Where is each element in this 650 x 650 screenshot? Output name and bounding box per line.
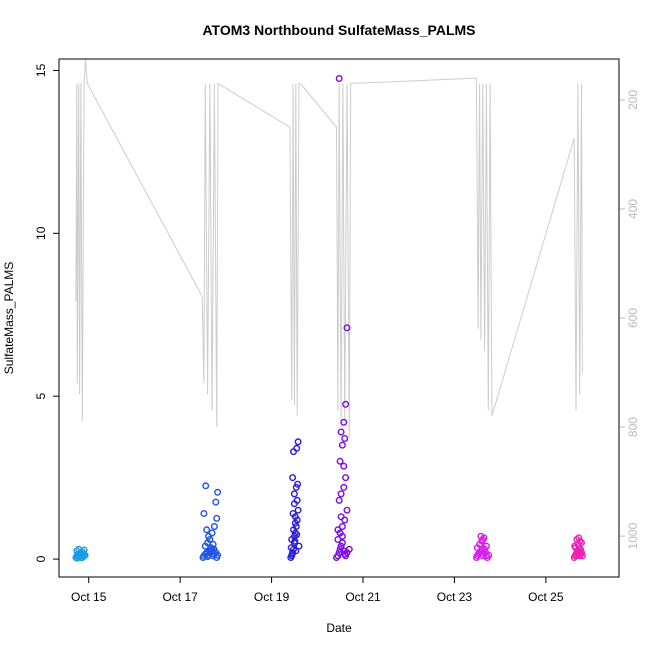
data-point bbox=[335, 496, 343, 504]
data-point bbox=[294, 506, 302, 514]
data-point bbox=[210, 545, 218, 553]
data-point bbox=[573, 551, 581, 559]
x-tick-label: Oct 15 bbox=[71, 590, 107, 604]
data-point bbox=[200, 510, 208, 518]
data-point bbox=[337, 513, 345, 521]
data-point bbox=[294, 438, 302, 446]
data-point bbox=[293, 444, 301, 452]
data-point bbox=[340, 483, 348, 491]
data-point bbox=[203, 526, 211, 534]
y2-tick-label: 800 bbox=[626, 417, 640, 437]
x-tick-label: Oct 17 bbox=[162, 590, 198, 604]
series-oct-25-flight bbox=[570, 534, 586, 562]
x-axis-label: Date bbox=[326, 621, 352, 635]
data-point bbox=[338, 441, 346, 449]
data-point bbox=[214, 551, 222, 559]
y-tick-label: 15 bbox=[34, 63, 48, 77]
y2-tick-label: 600 bbox=[626, 308, 640, 328]
y2-tick-label: 400 bbox=[626, 199, 640, 219]
data-point bbox=[343, 324, 351, 332]
data-point bbox=[287, 544, 295, 552]
data-point bbox=[290, 490, 298, 498]
data-point bbox=[212, 498, 220, 506]
series-oct-23-flight bbox=[472, 532, 493, 562]
data-point bbox=[337, 490, 345, 498]
data-point bbox=[341, 435, 349, 443]
y2-tick-label: 1000 bbox=[626, 522, 640, 549]
x-tick-label: Oct 23 bbox=[437, 590, 473, 604]
data-point bbox=[334, 552, 342, 560]
data-point bbox=[291, 519, 299, 527]
data-point bbox=[293, 531, 301, 539]
data-point bbox=[485, 551, 493, 559]
y2-tick-label: 200 bbox=[626, 90, 640, 110]
chart-title: ATOM3 Northbound SulfateMass_PALMS bbox=[202, 22, 475, 38]
data-point bbox=[578, 539, 586, 547]
plot-area-border bbox=[58, 58, 620, 578]
data-point bbox=[342, 474, 350, 482]
data-point bbox=[481, 545, 489, 553]
data-point bbox=[334, 536, 342, 544]
series-oct-19-flight bbox=[287, 438, 303, 562]
data-point bbox=[292, 483, 300, 491]
data-point bbox=[338, 539, 346, 547]
data-point bbox=[202, 482, 210, 490]
data-point bbox=[80, 546, 88, 554]
data-point bbox=[292, 547, 300, 555]
data-point bbox=[291, 537, 299, 545]
data-point bbox=[342, 400, 350, 408]
data-point bbox=[290, 500, 298, 508]
data-point bbox=[78, 554, 86, 562]
pressure-line bbox=[75, 58, 583, 439]
data-point bbox=[290, 526, 298, 534]
data-point bbox=[204, 532, 212, 540]
data-point bbox=[289, 474, 297, 482]
data-point bbox=[343, 506, 351, 514]
data-point bbox=[336, 457, 344, 465]
data-point bbox=[338, 523, 346, 531]
y-tick-label: 10 bbox=[34, 226, 48, 240]
data-point bbox=[294, 480, 302, 488]
data-point bbox=[338, 532, 346, 540]
data-point bbox=[479, 536, 487, 544]
data-point bbox=[210, 523, 218, 531]
data-point bbox=[213, 514, 221, 522]
data-point bbox=[295, 542, 303, 550]
series-oct-14-15-flight bbox=[72, 545, 89, 562]
data-point bbox=[334, 526, 342, 534]
data-point bbox=[345, 545, 353, 553]
data-point bbox=[340, 418, 348, 426]
y-tick-label: 0 bbox=[34, 555, 48, 562]
data-point bbox=[336, 545, 344, 553]
data-point bbox=[214, 488, 222, 496]
data-point bbox=[289, 510, 297, 518]
data-points-layer bbox=[72, 74, 586, 562]
y-axis-label: SulfateMass_PALMS bbox=[2, 262, 16, 375]
data-point bbox=[340, 462, 348, 470]
series-oct-17-flight bbox=[199, 482, 222, 562]
data-point bbox=[337, 428, 345, 436]
x-tick-label: Oct 25 bbox=[528, 590, 564, 604]
series-oct-20-flight bbox=[333, 74, 353, 562]
data-point bbox=[73, 554, 81, 562]
y-tick-label: 5 bbox=[34, 393, 48, 400]
data-point bbox=[335, 74, 343, 82]
data-point bbox=[571, 542, 579, 550]
x-tick-label: Oct 19 bbox=[254, 590, 290, 604]
x-tick-label: Oct 21 bbox=[345, 590, 381, 604]
pressure-trace-layer bbox=[75, 58, 583, 439]
